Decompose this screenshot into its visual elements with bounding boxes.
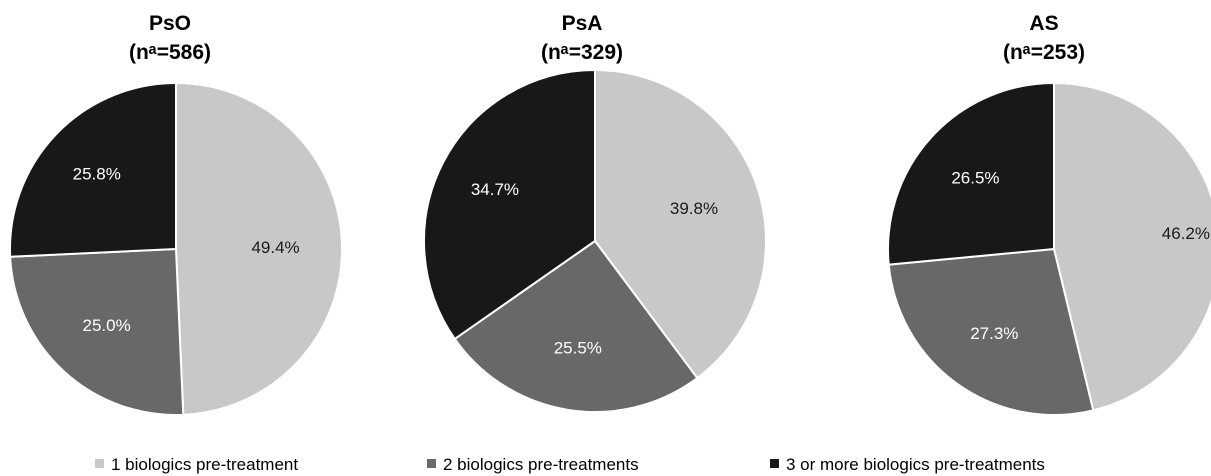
legend-label-1: 1 biologics pre-treatment (111, 455, 298, 474)
data-label-pso-one-biologic: 49.4% (251, 238, 299, 257)
legend-swatch-3 (770, 459, 779, 468)
pie-slice-psa-three-plus-biologics (423, 68, 596, 341)
pie-slice-as-three-plus-biologics (887, 81, 1055, 266)
chart-subtitle-psa: (nᵃ=329) (541, 41, 623, 64)
data-label-psa-three-plus-biologics: 34.7% (471, 180, 519, 199)
data-label-psa-one-biologic: 39.8% (670, 199, 718, 218)
pie-slice-psa-one-biologic (594, 68, 767, 380)
pie-chart-pso: 49.4% 25.0% 25.8% (9, 81, 343, 416)
chart-title-pso: PsO (149, 12, 191, 35)
pie-slice-pso-three-plus-biologics (9, 81, 177, 258)
pie-slice-pso-two-biologics (9, 247, 185, 416)
legend-swatch-1 (95, 459, 104, 468)
pie-slice-as-two-biologics (887, 247, 1095, 416)
legend-swatch-2 (427, 459, 436, 468)
chart-title-as: AS (1029, 12, 1058, 35)
data-label-as-three-plus-biologics: 26.5% (951, 168, 999, 187)
chart-title-psa: PsA (562, 12, 603, 35)
data-label-pso-two-biologics: 25.0% (83, 316, 131, 335)
legend-label-3: 3 or more biologics pre-treatments (786, 455, 1045, 474)
pie-slice-pso-one-biologic (175, 81, 343, 416)
chart-subtitle-pso: (nᵃ=586) (129, 41, 211, 64)
pie-slice-as-one-biologic (1053, 81, 1211, 412)
data-label-as-two-biologics: 27.3% (970, 324, 1018, 343)
data-label-pso-three-plus-biologics: 25.8% (73, 164, 121, 183)
legend-label-2: 2 biologics pre-treatments (443, 455, 639, 474)
pie-chart-psa: 39.8% 25.5% 34.7% (423, 68, 767, 413)
data-label-psa-two-biologics: 25.5% (554, 338, 602, 357)
data-label-as-one-biologic: 46.2% (1162, 224, 1210, 243)
pie-chart-as: 46.2% 27.3% 26.5% (887, 81, 1211, 416)
legend: 1 biologics pre-treatment 2 biologics pr… (95, 455, 1045, 474)
chart-subtitle-as: (nᵃ=253) (1003, 41, 1085, 64)
pie-slice-psa-two-biologics (453, 239, 699, 413)
